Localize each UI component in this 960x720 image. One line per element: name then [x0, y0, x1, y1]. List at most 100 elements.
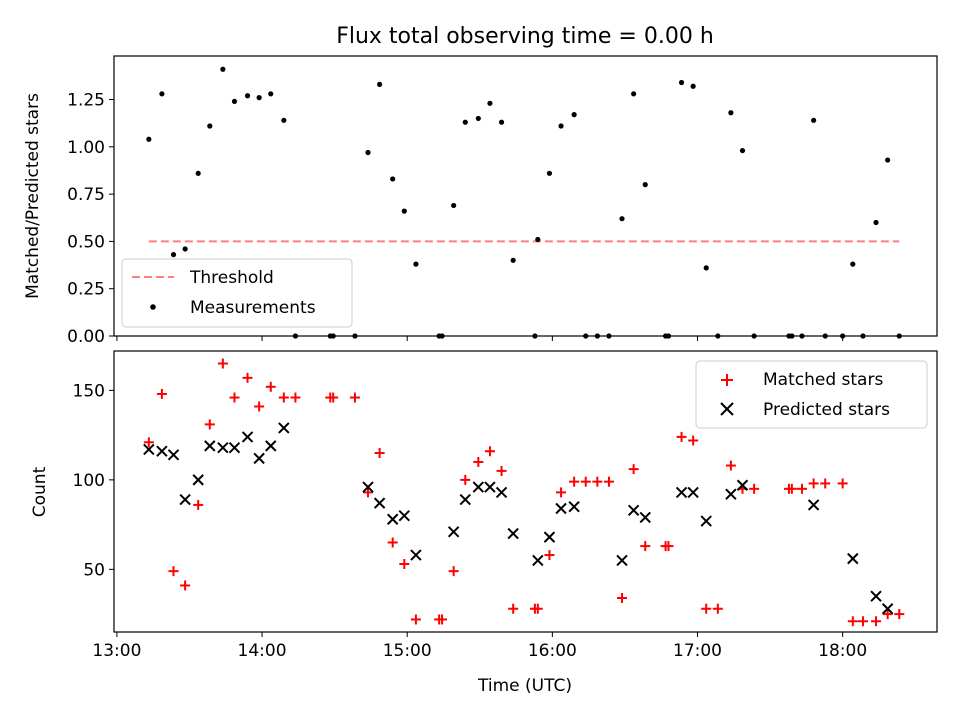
measurement-point: [231, 98, 238, 105]
measurement-point: [268, 91, 274, 97]
bottom-ytick-label: 50: [83, 560, 105, 580]
measurement-point: [207, 123, 213, 129]
measurement-point: [413, 261, 419, 267]
predicted-star-point: [459, 493, 471, 506]
matched-star-point: [701, 603, 712, 614]
bottom-plot-area: [143, 358, 905, 627]
measurement-point: [850, 261, 856, 267]
top-ytick-label: 0.50: [67, 232, 105, 252]
legend-threshold-label: Threshold: [189, 268, 274, 288]
bottom-xlabel: Time (UTC): [477, 676, 572, 696]
top-ytick-label: 1.00: [67, 138, 105, 158]
measurement-point: [558, 123, 564, 129]
top-legend: Threshold Measurements: [121, 258, 353, 328]
predicted-star-point: [507, 527, 519, 540]
matched-star-point: [410, 614, 421, 625]
measurement-point: [498, 119, 505, 125]
bottom-xtick-label: 16:00: [528, 641, 577, 661]
predicted-star-point: [881, 603, 894, 615]
matched-star-point: [193, 499, 204, 510]
legend-measurements-swatch: [150, 304, 156, 310]
measurement-point: [728, 110, 734, 116]
predicted-star-point: [568, 501, 580, 513]
matched-star-point: [349, 392, 360, 403]
matched-star-point: [556, 487, 567, 498]
predicted-star-point: [700, 515, 712, 527]
predicted-star-point: [495, 486, 508, 499]
legend-matched-swatch: [721, 374, 733, 386]
matched-star-point: [290, 392, 301, 403]
matched-star-point: [156, 388, 167, 399]
predicted-star-point: [447, 526, 460, 538]
matched-star-point: [820, 478, 831, 489]
measurement-point: [377, 81, 383, 87]
predicted-star-point: [228, 441, 241, 454]
measurement-point: [244, 93, 251, 99]
measurement-point: [739, 147, 746, 154]
matched-star-point: [473, 456, 484, 467]
predicted-star-point: [639, 511, 651, 524]
matched-star-point: [374, 448, 385, 459]
measurement-point: [487, 100, 493, 106]
matched-star-point: [496, 465, 507, 476]
predicted-star-point: [807, 499, 820, 511]
predicted-star-point: [398, 509, 411, 522]
bottom-xtick-label: 18:00: [818, 641, 867, 661]
measurement-point: [401, 208, 407, 214]
predicted-star-point: [532, 554, 544, 567]
matched-star-point: [168, 566, 179, 577]
measurement-point: [546, 170, 553, 176]
legend-predicted-swatch: [720, 402, 734, 416]
bottom-legend-box: [695, 360, 928, 429]
measurement-point: [535, 236, 541, 243]
legend-measurements-label: Measurements: [190, 298, 316, 318]
measurement-point: [146, 136, 152, 142]
top-ytick-label: 0.75: [67, 185, 105, 205]
measurement-point: [220, 66, 226, 72]
top-axes-frame: [113, 55, 938, 337]
matched-star-point: [592, 476, 603, 487]
predicted-star-point: [687, 486, 699, 499]
predicted-star-point: [725, 488, 737, 500]
top-ytick-label: 0.00: [67, 327, 105, 347]
measurement-point: [885, 157, 891, 163]
matched-star-point: [278, 392, 289, 403]
matched-star-point: [663, 541, 674, 552]
predicted-star-point: [217, 441, 229, 454]
predicted-star-point: [167, 449, 180, 461]
matched-star-point: [580, 476, 591, 487]
measurement-point: [631, 91, 637, 97]
matched-star-point: [437, 614, 448, 625]
matched-star-point: [328, 392, 339, 403]
matched-star-point: [242, 372, 253, 383]
predicted-star-point: [675, 486, 688, 499]
matched-star-point: [871, 616, 882, 627]
measurement-point: [690, 83, 696, 89]
matched-star-point: [254, 401, 265, 412]
matched-star-point: [180, 580, 191, 591]
matched-star-point: [399, 558, 410, 569]
predicted-star-point: [847, 552, 859, 565]
predicted-star-point: [736, 479, 749, 491]
predicted-star-point: [555, 502, 567, 515]
measurement-point: [256, 95, 262, 101]
bottom-ytick-label: 100: [73, 471, 105, 491]
matched-star-point: [857, 616, 868, 627]
bottom-xtick-label: 15:00: [383, 641, 432, 661]
matched-star-point: [448, 566, 459, 577]
measurement-point: [281, 117, 287, 123]
predicted-star-point: [253, 452, 265, 465]
matched-star-point: [484, 446, 495, 457]
matched-star-point: [508, 603, 519, 614]
matched-star-point: [894, 609, 905, 620]
predicted-star-point: [410, 549, 422, 561]
measurement-point: [510, 257, 516, 263]
matched-star-point: [363, 487, 374, 498]
matched-star-point: [847, 616, 858, 627]
measurement-point: [678, 79, 685, 86]
matched-star-point: [229, 392, 240, 403]
top-axes: 0.00 0.25 0.50 0.75 1.00 1.25: [67, 91, 844, 347]
predicted-star-point: [484, 481, 496, 493]
